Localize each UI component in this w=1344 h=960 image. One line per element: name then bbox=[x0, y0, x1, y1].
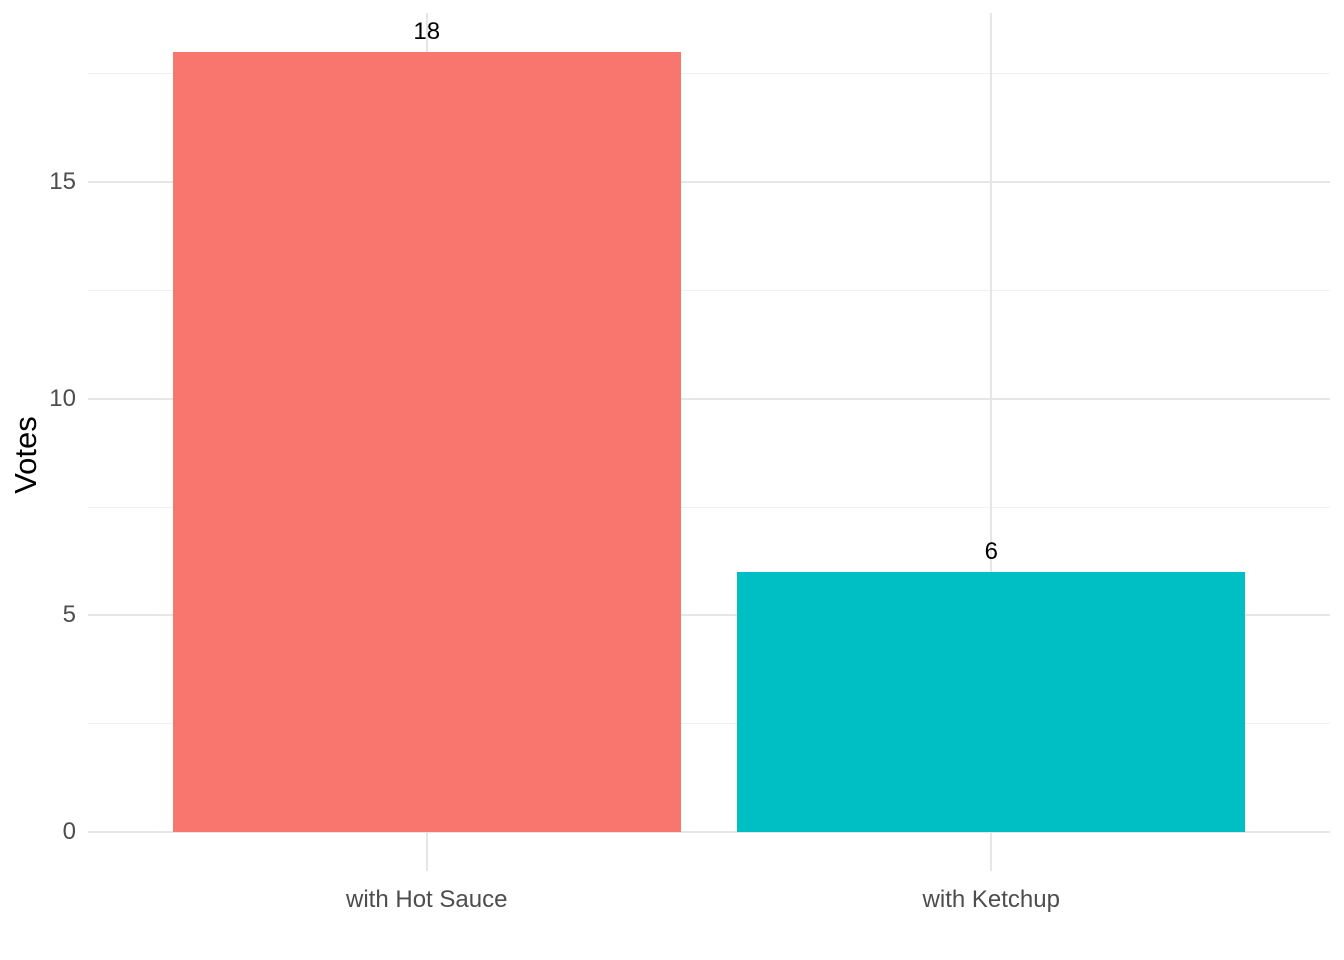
major-gridline bbox=[88, 181, 1330, 183]
y-tick-label: 5 bbox=[62, 601, 76, 629]
plot-panel bbox=[88, 13, 1330, 871]
minor-gridline bbox=[88, 506, 1330, 508]
x-tick-label-with-hot-sauce: with Hot Sauce bbox=[346, 886, 508, 913]
minor-gridline bbox=[88, 289, 1330, 291]
bar-value-label: 18 bbox=[413, 18, 441, 45]
x-tick-label-with-ketchup: with Ketchup bbox=[922, 886, 1060, 913]
vertical-gridline bbox=[990, 13, 993, 871]
y-tick-label: 10 bbox=[49, 384, 76, 412]
minor-gridline bbox=[88, 73, 1330, 75]
major-gridline bbox=[88, 397, 1330, 400]
minor-gridline bbox=[88, 723, 1330, 725]
y-axis-title: Votes bbox=[8, 416, 43, 494]
bar-with-ketchup bbox=[737, 572, 1246, 832]
major-gridline bbox=[88, 614, 1330, 617]
major-gridline bbox=[88, 831, 1330, 833]
bar-with-hot-sauce bbox=[172, 52, 681, 832]
bar-value-label: 6 bbox=[984, 538, 998, 565]
y-tick-label: 15 bbox=[49, 168, 76, 195]
y-tick-label: 0 bbox=[62, 818, 76, 845]
